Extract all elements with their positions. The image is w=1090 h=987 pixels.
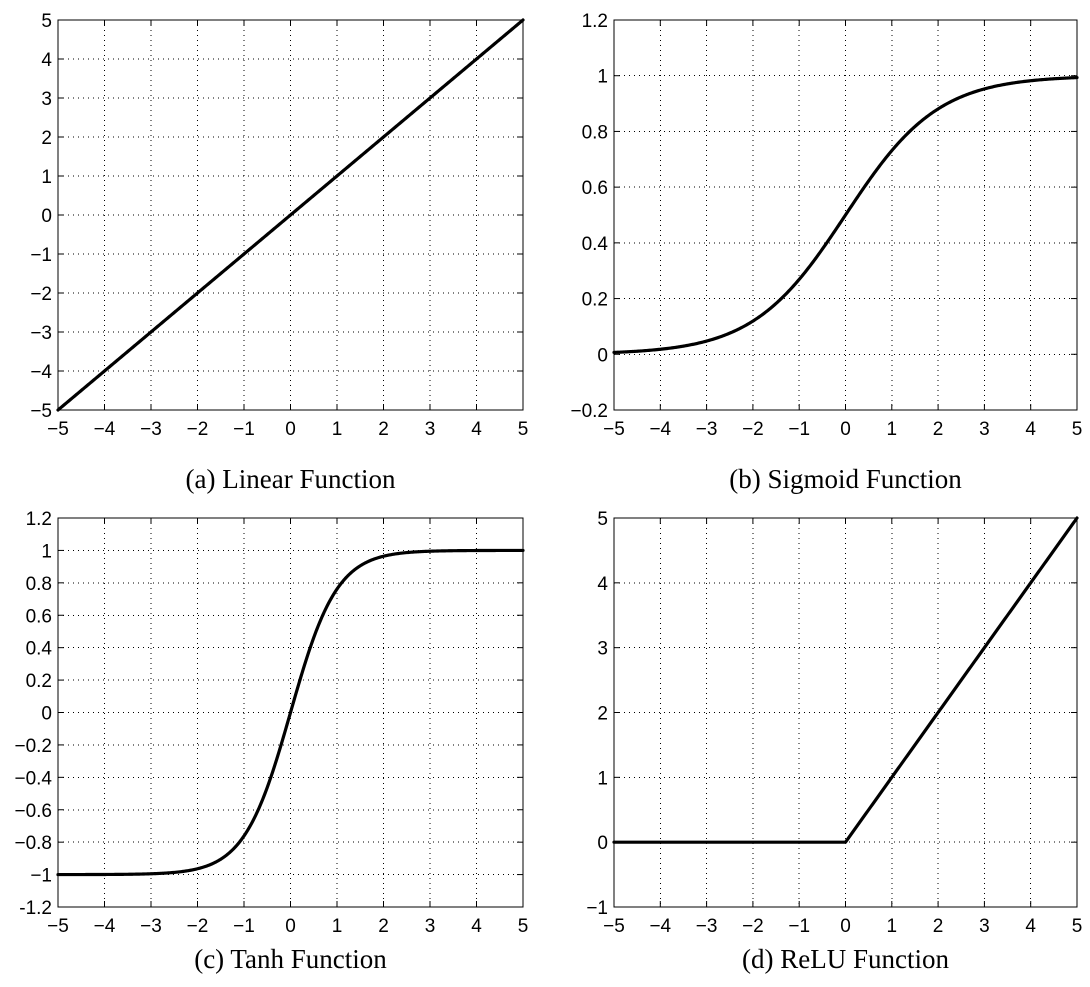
x-tick-label: 2 [378,916,389,937]
x-tick-label: −3 [140,916,162,937]
y-tick-label: 1 [597,768,608,789]
y-tick-label: 1 [41,541,52,562]
x-tick-label: 3 [979,916,990,937]
subplot-tanh: −5 −4 −3 −2 −1 0 1 2 3 4 5 -1.2 −1 −0.8 −0.6 −0.4 −0.2 0 0… [14,509,528,974]
subplot-caption: (b) Sigmoid Function [729,464,962,494]
y-tick-label: −0.2 [570,401,608,422]
x-tick-label: −3 [140,419,162,440]
y-tick-label: 0.2 [26,671,52,692]
x-tick-label: 1 [332,419,343,440]
x-tick-label: −1 [788,419,810,440]
y-tick-label: −1 [30,245,52,266]
y-tick-label: −0.2 [14,736,52,757]
y-tick-label: 4 [41,50,52,71]
y-tick-label: 2 [41,128,52,149]
subplot-relu: −5 −4 −3 −2 −1 0 1 2 3 4 5 −1 0 1 2 3 4 5 (d) ReLU Functio… [586,509,1082,974]
x-tick-label: 1 [887,419,898,440]
x-tick-label: −4 [649,916,671,937]
x-tick-label: 2 [933,419,944,440]
x-tick-label: −4 [94,419,116,440]
y-tick-label: −2 [30,284,52,305]
y-tick-label: 1 [41,167,52,188]
x-tick-label: −1 [233,916,255,937]
x-tick-label: 0 [840,419,851,440]
y-tick-label: 5 [597,509,608,530]
y-tick-label: 1.2 [582,11,608,32]
x-tick-label: −2 [742,419,764,440]
y-tick-label: 0.6 [26,606,52,627]
x-tick-label: 2 [933,916,944,937]
y-tick-label: 0.6 [582,178,608,199]
x-tick-label: 4 [1025,419,1036,440]
subplot-sigmoid: −5 −4 −3 −2 −1 0 1 2 3 4 5 −0.2 0 0.2 0.4 0.6 0.8 1 1.2 (b)… [570,11,1082,494]
x-tick-label: −3 [696,419,718,440]
series-line [56,18,525,412]
x-tick-label: −2 [187,916,209,937]
x-tick-label: −5 [603,916,625,937]
y-tick-label: 0.4 [26,639,53,660]
x-tick-label: 0 [285,419,296,440]
y-tick-label: 4 [597,574,608,595]
series-line [612,516,1079,844]
series-line [612,75,1079,355]
x-tick-label: 3 [979,419,990,440]
y-tick-label: 0.4 [582,234,609,255]
x-tick-label: 1 [887,916,898,937]
y-tick-label: 3 [597,639,608,660]
x-tick-label: 5 [1072,916,1083,937]
y-tick-label: 0.2 [582,290,608,311]
subplot-caption: (a) Linear Function [186,464,396,494]
y-tick-label: 0.8 [26,574,52,595]
x-tick-label: −2 [187,419,209,440]
y-tick-label: 0.8 [582,122,608,143]
x-tick-label: 2 [378,419,389,440]
y-tick-label: −5 [30,401,52,422]
x-tick-label: 3 [425,419,436,440]
y-tick-label: −0.8 [14,833,52,854]
y-tick-label: 1 [597,67,608,88]
x-tick-label: 0 [840,916,851,937]
x-tick-label: 5 [1072,419,1083,440]
x-tick-label: 5 [518,916,529,937]
y-tick-label: 0 [41,206,52,227]
y-tick-label: −1 [586,898,608,919]
x-tick-label: −2 [742,916,764,937]
x-tick-label: 5 [518,419,529,440]
y-tick-label: -1.2 [19,898,52,919]
x-tick-label: −5 [603,419,625,440]
y-tick-label: −1 [30,866,52,887]
y-tick-label: −4 [30,362,52,383]
y-tick-label: 0 [597,833,608,854]
x-tick-label: −1 [788,916,810,937]
x-tick-label: 1 [332,916,343,937]
x-tick-label: 4 [471,419,482,440]
series-line [56,548,525,877]
x-tick-label: −1 [233,419,255,440]
y-tick-label: −0.4 [14,768,52,789]
y-tick-label: 1.2 [26,509,52,530]
x-tick-label: 4 [471,916,482,937]
subplot-caption: (d) ReLU Function [742,944,949,974]
x-tick-label: −5 [47,916,69,937]
x-tick-label: −4 [94,916,116,937]
x-tick-label: −4 [649,419,671,440]
y-tick-label: 0 [41,704,52,725]
y-tick-label: −3 [30,323,52,344]
x-tick-label: 3 [425,916,436,937]
y-tick-label: 0 [597,345,608,366]
y-tick-label: 3 [41,89,52,110]
y-tick-label: 2 [597,704,608,725]
x-tick-label: −3 [696,916,718,937]
y-tick-label: 5 [41,11,52,32]
subplot-linear: −5 −4 −3 −2 −1 0 1 2 3 4 5 −5 −4 −3 −2 −1 0 1 2 3 4 5 (a) Line… [30,11,528,494]
y-tick-label: −0.6 [14,801,52,822]
x-tick-label: 4 [1025,916,1036,937]
subplot-caption: (c) Tanh Function [194,944,387,974]
x-tick-label: 0 [285,916,296,937]
x-tick-label: −5 [47,419,69,440]
